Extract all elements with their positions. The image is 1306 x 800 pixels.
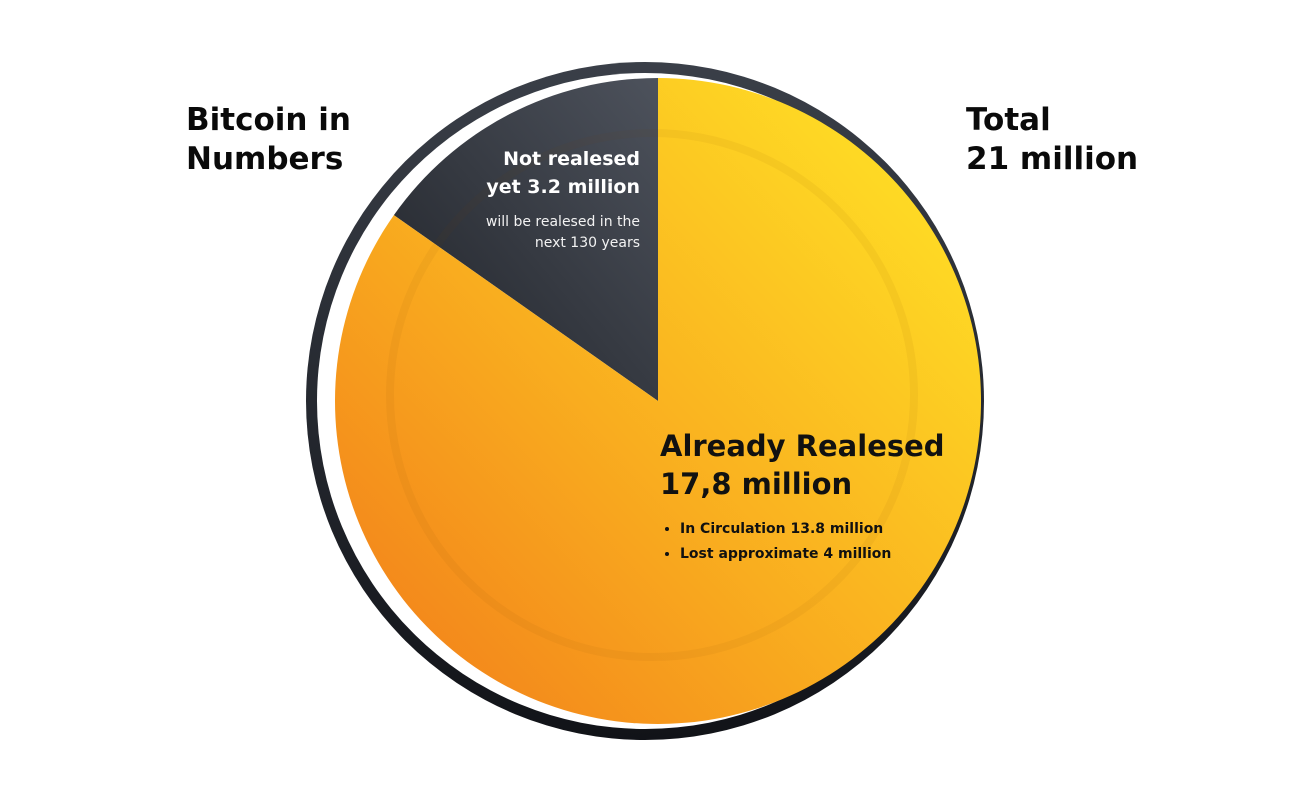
chart-title-line-2: Numbers xyxy=(186,141,344,177)
pie-slice-not-released xyxy=(393,78,658,401)
chart-title-line-1: Bitcoin in xyxy=(186,102,351,138)
breakdown-item-circulation: In Circulation 13.8 million xyxy=(680,517,945,542)
already-released-label-line-2: 17,8 million xyxy=(660,467,853,501)
already-released-slice-label: Already Realesed 17,8 million In Circula… xyxy=(660,427,945,567)
not-released-label-line-1: Not realesed xyxy=(503,148,640,170)
not-released-note: will be realesed in the next 130 years xyxy=(486,212,640,254)
total-label-line-2: 21 million xyxy=(966,141,1139,177)
total-label-line-1: Total xyxy=(966,102,1051,138)
already-released-label-line-1: Already Realesed xyxy=(660,429,945,463)
not-released-note-line-1: will be realesed in the xyxy=(485,214,640,230)
breakdown-item-lost: Lost approximate 4 million xyxy=(680,542,945,567)
released-breakdown-list: In Circulation 13.8 million Lost approxi… xyxy=(660,517,945,567)
pie-slice-already-released xyxy=(335,78,981,724)
not-released-label-line-2: yet 3.2 million xyxy=(486,176,640,198)
coin-watermark xyxy=(386,129,918,661)
not-released-slice-label: Not realesed yet 3.2 million will be rea… xyxy=(486,145,640,254)
chart-title: Bitcoin in Numbers xyxy=(186,101,351,179)
total-supply-label: Total 21 million xyxy=(966,101,1138,179)
not-released-note-line-2: next 130 years xyxy=(534,235,640,251)
